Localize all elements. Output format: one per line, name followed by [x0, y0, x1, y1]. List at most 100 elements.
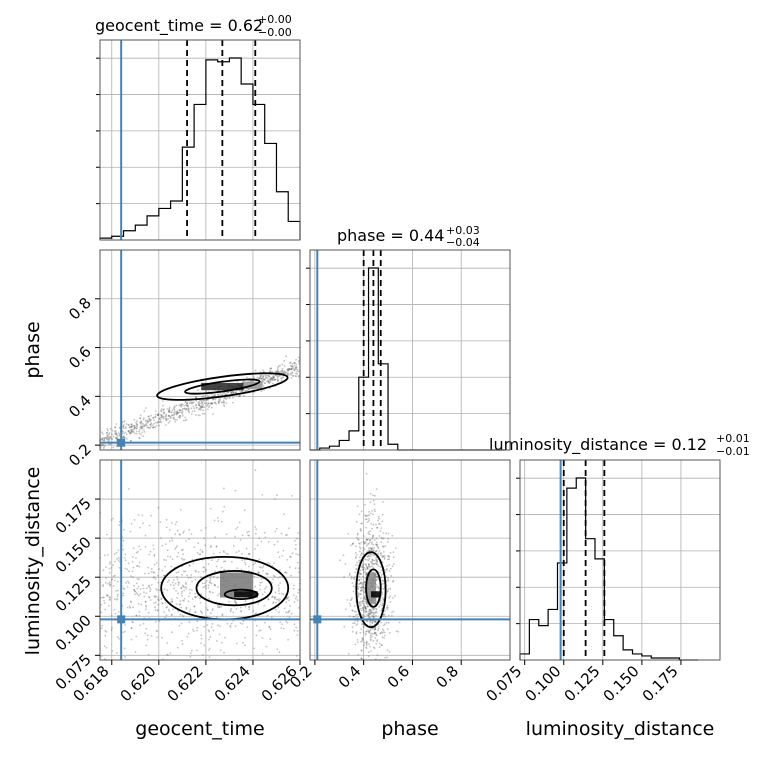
sample-point: [248, 605, 251, 608]
sample-point: [370, 650, 372, 652]
sample-point: [157, 414, 159, 416]
sample-point: [355, 568, 358, 571]
sample-point: [352, 542, 355, 545]
sample-point: [230, 391, 232, 393]
sample-point: [350, 598, 353, 601]
sample-point: [290, 556, 292, 559]
sample-point: [267, 380, 269, 383]
sample-point: [217, 402, 220, 405]
sample-point: [357, 588, 360, 590]
sample-point: [123, 420, 126, 423]
sample-point: [221, 520, 223, 523]
sample-point: [230, 392, 233, 395]
sample-point: [254, 548, 256, 550]
sample-point: [152, 544, 155, 547]
sample-point: [376, 560, 378, 562]
sample-point: [271, 595, 274, 598]
panel-frame: [99, 249, 301, 451]
sample-point: [176, 529, 179, 532]
sample-point: [130, 423, 133, 426]
sample-point: [382, 501, 384, 503]
sample-point: [382, 580, 385, 583]
y-tick-label: 0.4: [65, 391, 95, 421]
sample-point: [133, 425, 136, 428]
sample-point: [358, 579, 360, 582]
sample-point: [278, 587, 280, 590]
histogram-phase: [310, 267, 506, 451]
sample-point: [108, 436, 111, 439]
sample-point: [387, 621, 390, 624]
sample-point: [131, 426, 133, 429]
sample-point: [213, 393, 216, 396]
sample-point: [389, 601, 392, 603]
sample-point: [351, 582, 354, 584]
sample-point: [204, 527, 207, 529]
sample-point: [185, 418, 188, 421]
sample-point: [132, 430, 135, 433]
sample-point: [225, 398, 227, 400]
sample-point: [271, 377, 274, 380]
sample-point: [220, 605, 223, 608]
sample-point: [130, 429, 133, 432]
sample-point: [365, 526, 368, 529]
x-tick-label: 0.622: [164, 662, 207, 705]
sample-point: [362, 568, 365, 571]
sample-point: [175, 571, 178, 574]
sample-point: [371, 527, 373, 530]
sample-point: [270, 376, 273, 379]
sample-point: [276, 540, 279, 543]
sample-point: [125, 433, 128, 436]
sample-point: [233, 391, 235, 394]
sample-point: [290, 368, 293, 370]
sample-point: [280, 377, 282, 380]
sample-point: [147, 585, 150, 587]
sample-point: [260, 374, 263, 376]
sample-point: [374, 550, 377, 553]
sample-point: [244, 644, 246, 647]
sample-point: [145, 422, 148, 425]
sample-point: [107, 435, 110, 438]
sample-point: [385, 621, 388, 624]
sample-point: [370, 632, 372, 635]
sample-point: [292, 588, 295, 590]
sample-point: [379, 632, 382, 635]
sample-point: [392, 563, 395, 565]
sample-point: [258, 376, 261, 379]
sample-point: [359, 593, 362, 596]
sample-point: [168, 420, 171, 423]
sample-point: [375, 634, 377, 636]
sample-point: [110, 438, 113, 440]
sample-point: [276, 648, 279, 651]
sample-point: [368, 565, 370, 568]
sample-point: [108, 433, 111, 435]
sample-point: [219, 398, 222, 401]
sample-point: [296, 369, 299, 371]
sample-point: [176, 555, 179, 558]
sample-point: [204, 569, 207, 572]
sample-point: [351, 626, 354, 628]
sample-point: [357, 613, 359, 616]
sample-point: [285, 534, 287, 537]
sample-point: [349, 604, 352, 607]
sample-point: [124, 567, 127, 570]
sample-point: [364, 581, 366, 584]
y-tick-label: 0.6: [65, 343, 95, 373]
sample-point: [268, 382, 271, 384]
sample-point: [247, 553, 250, 556]
sample-point: [370, 512, 372, 515]
sample-point: [203, 402, 206, 405]
sample-point: [124, 436, 126, 439]
sample-point: [111, 578, 114, 581]
sample-point: [387, 580, 390, 582]
sample-point: [197, 389, 199, 392]
sample-point: [216, 393, 219, 396]
sample-point: [285, 620, 288, 623]
x-tick-label: 0.175: [639, 662, 682, 705]
sample-point: [362, 563, 365, 566]
density-contour: [365, 568, 382, 608]
sample-point: [158, 589, 161, 591]
sample-point: [266, 614, 269, 617]
sample-point: [377, 565, 380, 567]
sample-point: [344, 563, 347, 565]
sample-point: [277, 370, 279, 373]
